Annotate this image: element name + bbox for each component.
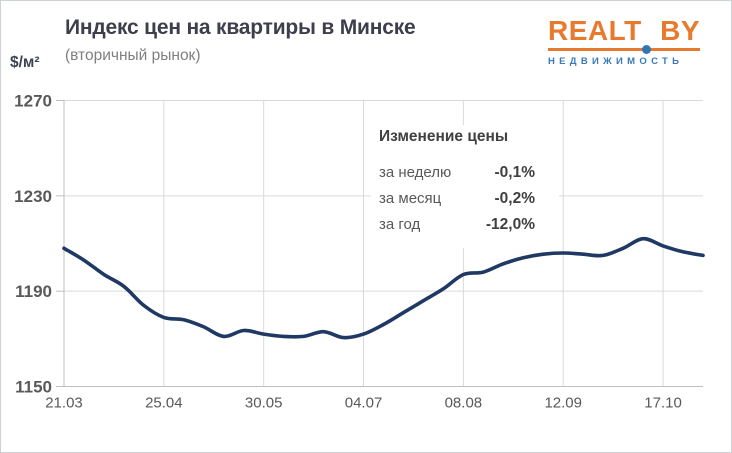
price-change-row-week: за неделю -0,1%: [379, 160, 535, 186]
logo-realt-text: REALT: [548, 15, 642, 46]
price-change-year-label: за год: [379, 216, 421, 233]
price-change-row-month: за месяц -0,2%: [379, 186, 535, 212]
price-index-line: [62, 236, 705, 340]
logo-underline: [548, 45, 700, 54]
price-change-month-value: -0,2%: [494, 190, 536, 207]
x-tick-label: 12.09: [544, 395, 582, 412]
y-tick-label: 1150: [15, 378, 52, 397]
x-tick-label: 08.08: [445, 395, 483, 412]
page-title: Индекс цен на квартиры в Минске: [65, 16, 416, 39]
x-tick-label: 21.03: [45, 395, 83, 412]
logo-wordmark: REALT BY: [548, 17, 700, 45]
logo-tagline: НЕДВИЖИМОСТЬ: [548, 56, 684, 67]
realt-by-logo: REALT BY НЕДВИЖИМОСТЬ: [548, 17, 700, 67]
price-change-title: Изменение цены: [379, 128, 509, 145]
y-tick-label: 1270: [14, 92, 52, 111]
x-tick-label: 04.07: [345, 395, 383, 412]
price-change-week-value: -0,1%: [494, 164, 536, 181]
x-tick-label: 25.04: [145, 395, 183, 412]
x-tick-label: 17.10: [644, 395, 682, 412]
page-subtitle: (вторичный рынок): [65, 47, 201, 64]
x-tick-label: 30.05: [245, 395, 283, 412]
price-change-panel: Изменение цены за неделю -0,1% за месяц …: [371, 125, 559, 248]
y-tick-label: 1230: [14, 187, 52, 206]
price-change-row-year: за год -12,0%: [379, 212, 535, 238]
price-change-month-label: за месяц: [379, 190, 442, 207]
price-change-year-value: -12,0%: [485, 216, 535, 233]
price-change-week-label: за неделю: [379, 164, 452, 181]
y-tick-label: 1190: [15, 282, 52, 301]
y-axis-unit-label: $/м²: [10, 54, 40, 71]
logo-by-text: BY: [660, 15, 700, 46]
logo-dot-icon: [642, 45, 652, 54]
